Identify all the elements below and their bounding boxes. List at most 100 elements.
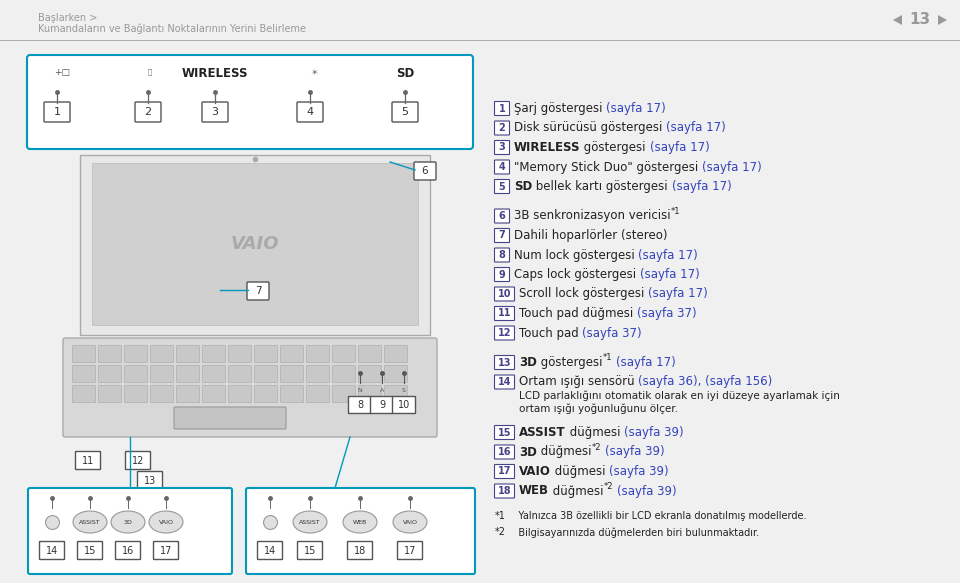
Text: 12: 12 bbox=[132, 455, 144, 465]
Polygon shape bbox=[92, 163, 418, 325]
Ellipse shape bbox=[293, 511, 327, 533]
Polygon shape bbox=[80, 155, 430, 335]
Text: 3D: 3D bbox=[519, 445, 537, 458]
Ellipse shape bbox=[111, 511, 145, 533]
Text: 3B senkronizasyon vericisi: 3B senkronizasyon vericisi bbox=[514, 209, 671, 223]
Text: (sayfa 36), (sayfa 156): (sayfa 36), (sayfa 156) bbox=[638, 375, 773, 388]
Text: Scroll lock göstergesi: Scroll lock göstergesi bbox=[519, 287, 648, 300]
FancyBboxPatch shape bbox=[203, 366, 226, 382]
Text: WEB: WEB bbox=[353, 519, 367, 525]
FancyBboxPatch shape bbox=[177, 346, 200, 363]
Text: (sayfa 37): (sayfa 37) bbox=[637, 307, 697, 320]
FancyBboxPatch shape bbox=[99, 366, 122, 382]
FancyBboxPatch shape bbox=[494, 307, 515, 321]
Text: 10: 10 bbox=[397, 400, 410, 410]
Text: VAIO: VAIO bbox=[519, 465, 551, 478]
FancyBboxPatch shape bbox=[332, 385, 355, 402]
Text: 16: 16 bbox=[122, 546, 134, 556]
Text: 14: 14 bbox=[264, 546, 276, 556]
Text: Şarj göstergesi: Şarj göstergesi bbox=[514, 102, 607, 115]
Text: 15: 15 bbox=[303, 546, 316, 556]
Text: 3: 3 bbox=[211, 107, 219, 117]
FancyBboxPatch shape bbox=[177, 385, 200, 402]
Polygon shape bbox=[893, 15, 902, 25]
FancyBboxPatch shape bbox=[254, 366, 277, 382]
Text: 1: 1 bbox=[498, 104, 505, 114]
Text: 17: 17 bbox=[497, 466, 512, 476]
FancyBboxPatch shape bbox=[254, 385, 277, 402]
FancyBboxPatch shape bbox=[358, 346, 381, 363]
FancyBboxPatch shape bbox=[135, 102, 161, 122]
Text: göstergesi: göstergesi bbox=[581, 141, 650, 154]
Text: 6: 6 bbox=[498, 211, 505, 221]
Text: 11: 11 bbox=[82, 455, 94, 465]
Text: WEB: WEB bbox=[519, 484, 549, 497]
Text: (sayfa 17): (sayfa 17) bbox=[702, 160, 761, 174]
FancyBboxPatch shape bbox=[348, 396, 372, 413]
FancyBboxPatch shape bbox=[494, 375, 515, 389]
Text: Disk sürücüsü göstergesi: Disk sürücüsü göstergesi bbox=[514, 121, 666, 135]
Text: 15: 15 bbox=[497, 427, 512, 437]
Text: ☀: ☀ bbox=[310, 68, 318, 77]
FancyBboxPatch shape bbox=[125, 366, 148, 382]
Text: SD: SD bbox=[396, 67, 414, 80]
Text: 7: 7 bbox=[498, 230, 505, 241]
FancyBboxPatch shape bbox=[306, 346, 329, 363]
Text: ortam ışığı yoğunluğunu ölçer.: ortam ışığı yoğunluğunu ölçer. bbox=[519, 404, 678, 415]
Text: (sayfa 17): (sayfa 17) bbox=[638, 248, 698, 262]
FancyBboxPatch shape bbox=[151, 385, 174, 402]
Text: 8: 8 bbox=[357, 400, 363, 410]
FancyBboxPatch shape bbox=[298, 542, 323, 560]
FancyBboxPatch shape bbox=[228, 366, 252, 382]
FancyBboxPatch shape bbox=[115, 542, 140, 560]
FancyBboxPatch shape bbox=[397, 542, 422, 560]
Text: düğmesi: düğmesi bbox=[565, 426, 624, 439]
Text: Başlarken >: Başlarken > bbox=[38, 13, 97, 23]
FancyBboxPatch shape bbox=[247, 282, 269, 300]
Text: (sayfa 17): (sayfa 17) bbox=[607, 102, 666, 115]
FancyBboxPatch shape bbox=[44, 102, 70, 122]
Text: +□: +□ bbox=[54, 68, 70, 77]
FancyBboxPatch shape bbox=[280, 346, 303, 363]
Text: 9: 9 bbox=[498, 269, 505, 279]
Text: 13: 13 bbox=[144, 476, 156, 486]
Text: 9: 9 bbox=[379, 400, 385, 410]
Text: S: S bbox=[402, 388, 406, 392]
FancyBboxPatch shape bbox=[306, 366, 329, 382]
Text: 5: 5 bbox=[401, 107, 409, 117]
FancyBboxPatch shape bbox=[494, 445, 515, 459]
Text: 11: 11 bbox=[497, 308, 512, 318]
FancyBboxPatch shape bbox=[297, 102, 323, 122]
Text: Num lock göstergesi: Num lock göstergesi bbox=[514, 248, 638, 262]
Text: (sayfa 39): (sayfa 39) bbox=[610, 465, 669, 478]
FancyBboxPatch shape bbox=[125, 385, 148, 402]
FancyBboxPatch shape bbox=[78, 542, 103, 560]
Text: *2: *2 bbox=[604, 482, 613, 491]
FancyBboxPatch shape bbox=[76, 451, 101, 469]
FancyBboxPatch shape bbox=[494, 484, 515, 498]
Text: düğmesi: düğmesi bbox=[549, 484, 604, 497]
Text: ASSIST: ASSIST bbox=[300, 519, 321, 525]
Text: LCD parlaklığını otomatik olarak en iyi düzeye ayarlamak için: LCD parlaklığını otomatik olarak en iyi … bbox=[519, 391, 840, 401]
FancyBboxPatch shape bbox=[358, 366, 381, 382]
FancyBboxPatch shape bbox=[151, 346, 174, 363]
Text: WIRELESS: WIRELESS bbox=[514, 141, 581, 154]
Text: (sayfa 17): (sayfa 17) bbox=[650, 141, 709, 154]
Text: Touch pad: Touch pad bbox=[519, 326, 583, 339]
Text: "Memory Stick Duo" göstergesi: "Memory Stick Duo" göstergesi bbox=[514, 160, 702, 174]
FancyBboxPatch shape bbox=[154, 542, 179, 560]
FancyBboxPatch shape bbox=[306, 385, 329, 402]
FancyBboxPatch shape bbox=[203, 346, 226, 363]
FancyBboxPatch shape bbox=[494, 426, 515, 440]
FancyBboxPatch shape bbox=[99, 385, 122, 402]
FancyBboxPatch shape bbox=[494, 268, 510, 282]
Text: VAIO: VAIO bbox=[230, 235, 279, 253]
FancyBboxPatch shape bbox=[228, 346, 252, 363]
FancyBboxPatch shape bbox=[332, 346, 355, 363]
Text: 17: 17 bbox=[159, 546, 172, 556]
Text: 🔒: 🔒 bbox=[148, 68, 153, 75]
FancyBboxPatch shape bbox=[371, 396, 394, 413]
FancyBboxPatch shape bbox=[151, 366, 174, 382]
FancyBboxPatch shape bbox=[137, 472, 162, 490]
FancyBboxPatch shape bbox=[494, 326, 515, 340]
